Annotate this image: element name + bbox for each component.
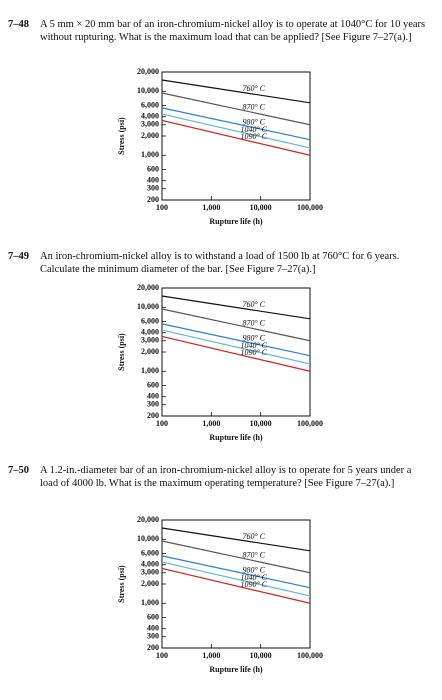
curve-label: 1090° C: [240, 132, 267, 141]
curve: [161, 323, 311, 357]
y-tick-label: 20,000: [137, 283, 159, 292]
y-tick-label: 600: [147, 612, 159, 621]
curve: [161, 107, 311, 141]
x-tick-label: 10,000: [250, 651, 272, 660]
x-tick-label: 100,000: [297, 651, 323, 660]
curve-label: 980° C: [242, 333, 265, 342]
curve-label: 760° C: [242, 300, 265, 309]
curve: [161, 561, 311, 597]
y-tick-label: 3,000: [141, 120, 159, 129]
y-tick-label: 300: [147, 400, 159, 409]
curve-label: 980° C: [242, 117, 265, 126]
y-tick-label: 3,000: [141, 568, 159, 577]
curve-label: 1040° C: [240, 125, 267, 134]
x-tick-label: 1,000: [202, 203, 220, 212]
y-tick-label: 2,000: [141, 579, 159, 588]
curve: [161, 119, 311, 156]
y-axis-label: Stress (psi): [117, 117, 126, 155]
problem-number: 7–50: [8, 465, 29, 476]
problem-text: A 1.2-in.-diameter bar of an iron-chromi…: [40, 465, 412, 489]
curve-label: 1040° C: [240, 341, 267, 350]
y-tick-label: 20,000: [137, 515, 159, 524]
y-axis-label: Stress (psi): [117, 333, 126, 371]
curve-label: 760° C: [242, 84, 265, 93]
y-tick-label: 20,000: [137, 67, 159, 76]
x-axis-label: Rupture life (h): [209, 433, 263, 442]
curve: [161, 555, 311, 589]
y-tick-label: 3,000: [141, 336, 159, 345]
curve-label: 1090° C: [240, 580, 267, 589]
problem-text: A 5 mm × 20 mm bar of an iron-chromium-n…: [40, 19, 426, 43]
curve-label: 980° C: [242, 565, 265, 574]
y-tick-label: 200: [147, 195, 159, 204]
problem-text: An iron-chromium-nickel alloy is to with…: [40, 251, 400, 275]
curve-label: 760° C: [242, 532, 265, 541]
y-tick-label: 10,000: [137, 86, 159, 95]
y-tick-label: 300: [147, 632, 159, 641]
x-axis-label: Rupture life (h): [209, 665, 263, 674]
y-tick-label: 600: [147, 380, 159, 389]
x-tick-label: 100: [156, 419, 168, 428]
curve-label: 870° C: [242, 550, 265, 559]
x-tick-label: 1,000: [202, 651, 220, 660]
curve-label: 870° C: [242, 102, 265, 111]
x-tick-label: 10,000: [250, 203, 272, 212]
plot-frame: [161, 287, 311, 417]
y-tick-label: 6,000: [141, 100, 159, 109]
x-tick-label: 10,000: [250, 419, 272, 428]
x-tick-label: 100: [156, 203, 168, 212]
y-tick-label: 1,000: [141, 598, 159, 607]
y-tick-label: 10,000: [137, 302, 159, 311]
y-tick-label: 4,000: [141, 328, 159, 337]
curve: [161, 113, 311, 149]
y-tick-label: 400: [147, 176, 159, 185]
y-tick-label: 400: [147, 624, 159, 633]
y-tick-label: 10,000: [137, 534, 159, 543]
problem: 7–50 A 1.2-in.-diameter bar of an iron-c…: [8, 464, 432, 490]
curve: [161, 567, 311, 604]
y-tick-label: 600: [147, 164, 159, 173]
curve-label: 870° C: [242, 318, 265, 327]
y-tick-label: 1,000: [141, 150, 159, 159]
curve: [161, 295, 311, 320]
y-tick-label: 2,000: [141, 131, 159, 140]
curve: [161, 540, 311, 574]
problem-number: 7–49: [8, 251, 29, 262]
curve: [161, 329, 311, 365]
x-tick-label: 100,000: [297, 203, 323, 212]
y-axis-label: Stress (psi): [117, 565, 126, 603]
y-tick-label: 4,000: [141, 560, 159, 569]
y-tick-label: 6,000: [141, 548, 159, 557]
curve: [161, 79, 311, 104]
problem-number: 7–48: [8, 19, 29, 30]
curve: [161, 308, 311, 342]
y-tick-label: 200: [147, 643, 159, 652]
curve-label: 1040° C: [240, 573, 267, 582]
curve-label: 1090° C: [240, 348, 267, 357]
y-tick-label: 300: [147, 184, 159, 193]
curve: [161, 92, 311, 126]
problem: 7–48 A 5 mm × 20 mm bar of an iron-chrom…: [8, 18, 432, 44]
y-tick-label: 1,000: [141, 366, 159, 375]
y-tick-label: 400: [147, 392, 159, 401]
x-tick-label: 1,000: [202, 419, 220, 428]
y-tick-label: 4,000: [141, 112, 159, 121]
x-axis-label: Rupture life (h): [209, 217, 263, 226]
problem: 7–49 An iron-chromium-nickel alloy is to…: [8, 250, 432, 276]
y-tick-label: 200: [147, 411, 159, 420]
plot-frame: [161, 519, 311, 649]
y-tick-label: 6,000: [141, 316, 159, 325]
curve: [161, 335, 311, 372]
curve: [161, 527, 311, 552]
plot-frame: [161, 71, 311, 201]
x-tick-label: 100: [156, 651, 168, 660]
y-tick-label: 2,000: [141, 347, 159, 356]
x-tick-label: 100,000: [297, 419, 323, 428]
